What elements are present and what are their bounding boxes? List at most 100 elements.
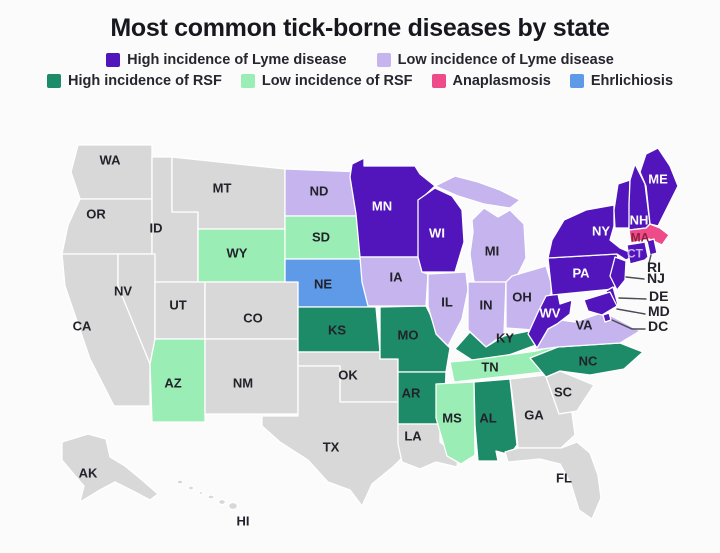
state-label-nd: ND: [310, 184, 329, 199]
callout-line-dc: [611, 319, 646, 330]
state-label-wa: WA: [100, 153, 122, 168]
state-label-id: ID: [150, 221, 163, 236]
callout-label-nj: NJ: [647, 270, 665, 286]
state-or: [61, 198, 153, 255]
state-label-ak: AK: [79, 466, 98, 481]
legend-swatch-rsf_low: [240, 74, 255, 88]
state-hi-island-1: [176, 479, 184, 485]
state-label-az: AZ: [164, 376, 181, 391]
callout-line-nj: [625, 276, 645, 280]
legend-swatch-ehrlichiosis: [569, 74, 584, 88]
state-label-me: ME: [648, 172, 668, 187]
legend-item-ehrlichiosis: Ehrlichiosis: [569, 73, 674, 89]
legend-item-rsf_high: High incidence of RSF: [46, 73, 222, 89]
state-label-oh: OH: [512, 290, 532, 305]
state-label-il: IL: [441, 295, 453, 310]
state-label-or: OR: [86, 207, 106, 222]
state-label-nc: NC: [579, 354, 598, 369]
callout-line-de: [618, 297, 647, 300]
state-label-ok: OK: [338, 368, 358, 383]
legend-item-lyme_low: Low incidence of Lyme disease: [376, 52, 614, 68]
state-mi-upper-peninsula: [434, 175, 521, 209]
state-ri: [646, 238, 658, 256]
callout-label-dc: DC: [648, 318, 668, 334]
legend-label: High incidence of Lyme disease: [127, 52, 347, 68]
infographic-header: Most common tick-borne diseases by state…: [0, 14, 720, 89]
state-ma: [628, 223, 670, 246]
state-hi-island-2: [187, 485, 195, 491]
legend-label: Low incidence of RSF: [261, 73, 413, 89]
callout-leader-lines: [611, 254, 652, 330]
state-hi-island-4: [207, 494, 215, 500]
state-az: [149, 338, 206, 423]
legend-label: Anaplasmosis: [452, 73, 551, 89]
state-label-mn: MN: [372, 199, 392, 214]
state-label-al: AL: [479, 411, 496, 426]
state-nj: [609, 256, 627, 291]
state-label-ky: KY: [496, 331, 514, 346]
legend-swatch-rsf_high: [46, 74, 61, 88]
state-hi-island-6: [227, 501, 239, 511]
state-tx: [261, 365, 417, 507]
state-label-va: VA: [575, 318, 593, 333]
us-map: WA OR ID MT WY ND SD NE KS NV UT CO CA AZ NM OK TX MN IA MO…: [61, 144, 679, 529]
state-fl: [504, 441, 602, 520]
state-label-co: CO: [243, 311, 263, 326]
legend-swatch-lyme_high: [106, 53, 121, 67]
state-label-nv: NV: [114, 284, 132, 299]
legend-label: High incidence of RSF: [67, 73, 222, 89]
state-shapes: [61, 144, 679, 520]
state-label-pa: PA: [572, 266, 590, 281]
state-label-nm: NM: [233, 376, 253, 391]
state-label-ne: NE: [314, 277, 332, 292]
callout-line-ri: [648, 254, 652, 264]
state-hi-island-5: [217, 498, 227, 506]
state-wi: [417, 187, 465, 273]
legend-item-rsf_low: Low incidence of RSF: [240, 73, 413, 89]
state-al: [473, 378, 518, 462]
state-label-la: LA: [404, 429, 422, 444]
callout-label-ri: RI: [647, 259, 661, 275]
state-label-mi: MI: [485, 244, 499, 259]
state-label-ma: MA: [631, 231, 650, 245]
state-md: [583, 291, 618, 316]
state-label-mt: MT: [213, 181, 232, 196]
state-label-ms: MS: [442, 411, 462, 426]
callout-label-md: MD: [648, 303, 670, 319]
legend: High incidence of Lyme disease Low incide…: [0, 52, 720, 89]
state-dc: [602, 312, 612, 323]
state-label-wy: WY: [227, 246, 248, 261]
state-ak: [61, 433, 159, 503]
state-label-ut: UT: [169, 298, 186, 313]
state-label-nh: NH: [630, 213, 649, 228]
legend-item-anaplasmosis: Anaplasmosis: [431, 73, 551, 89]
state-wv: [527, 293, 573, 349]
callout-label-de: DE: [649, 288, 668, 304]
state-label-wv: WV: [540, 306, 561, 321]
state-label-sd: SD: [312, 230, 330, 245]
callout-line-md: [616, 308, 646, 315]
state-label-in: IN: [480, 298, 493, 313]
legend-row-1: High incidence of Lyme disease Low incide…: [0, 52, 720, 68]
state-label-ca: CA: [73, 319, 92, 334]
state-label-ga: GA: [524, 408, 544, 423]
state-label-tn: TN: [481, 360, 498, 375]
legend-swatch-lyme_low: [376, 53, 391, 67]
state-label-ks: KS: [328, 323, 346, 338]
state-label-ct: CT: [627, 247, 644, 261]
legend-label: Low incidence of Lyme disease: [397, 52, 614, 68]
legend-row-2: High incidence of RSF Low incidence of RS…: [0, 73, 720, 89]
state-label-sc: SC: [554, 385, 573, 400]
legend-label: Ehrlichiosis: [590, 73, 674, 89]
state-il: [427, 271, 469, 347]
legend-item-lyme_high: High incidence of Lyme disease: [106, 52, 347, 68]
state-vt: [613, 179, 631, 229]
state-label-ar: AR: [402, 386, 421, 401]
state-label-mo: MO: [398, 328, 419, 343]
state-in: [467, 281, 507, 348]
page-title: Most common tick-borne diseases by state: [110, 14, 610, 42]
state-label-tx: TX: [323, 440, 340, 455]
state-label-ia: IA: [390, 270, 404, 285]
state-label-ny: NY: [592, 224, 610, 239]
